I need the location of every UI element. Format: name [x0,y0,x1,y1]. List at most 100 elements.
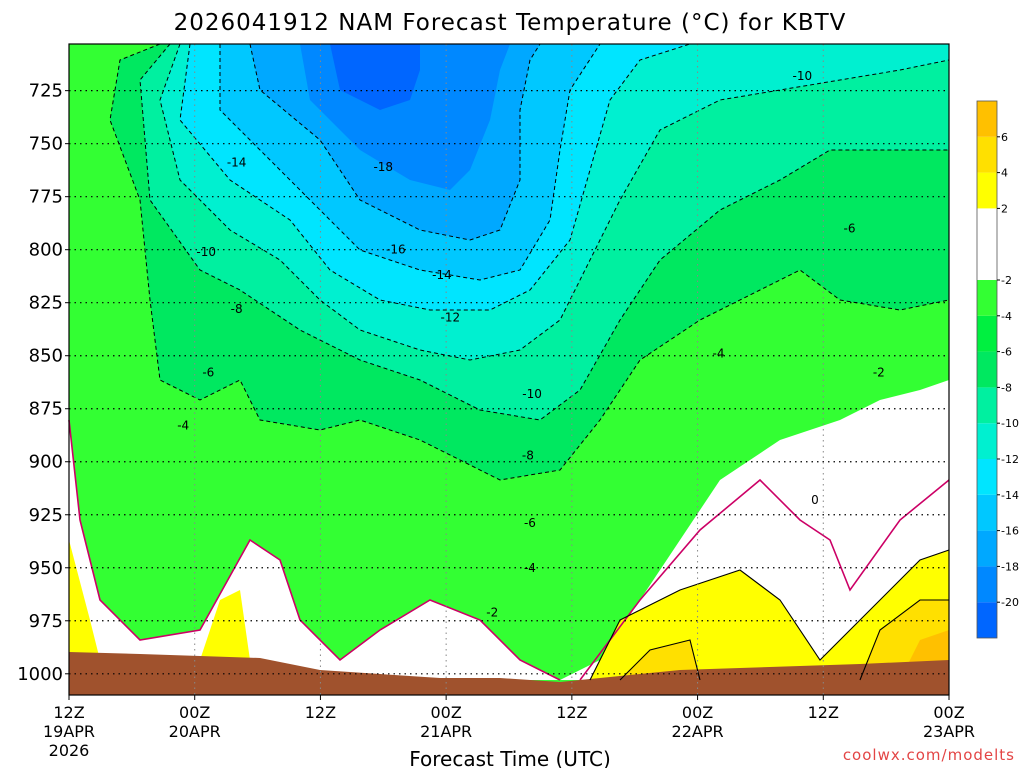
y-tick-label: 825 [29,293,63,314]
y-tick-label: 850 [29,346,63,367]
contour-label: -10 [793,69,813,83]
band-plus-2b [200,590,250,660]
x-tick-time: 00Z [682,703,713,722]
contour-label: -10 [196,245,216,259]
colorbar-tick-label: 4 [1001,167,1008,180]
y-tick-label: 875 [29,399,63,420]
colorbar-swatch [977,530,997,567]
solid-contours [589,549,950,681]
contour-minus-14 [179,43,691,311]
contour-label: -18 [373,160,393,174]
x-tick-time: 12Z [556,703,587,722]
colorbar: -20 -18 -16 -14 -12 -10 -8 -6 -4 -2 2 4 6 [976,100,1019,639]
x-tick-time: 00Z [933,703,964,722]
colorbar-tick-label: -8 [1001,381,1012,394]
plot-area [68,43,950,695]
plot-frame [68,43,950,696]
colorbar-tick-label: -14 [1001,489,1019,502]
colorbar-swatch [977,351,997,388]
y-tick-label: 975 [29,611,63,632]
colorbar-frame [976,100,998,639]
colorbar-swatch [977,172,997,209]
colorbar-tick-label: -18 [1001,560,1019,573]
contour-label: -2 [873,366,885,380]
grid-lines [69,44,949,695]
contour-label: -8 [522,448,534,462]
band-minus-22 [330,44,420,110]
contour-label: -2 [486,605,498,619]
contour-plus-4b [859,599,949,681]
contour-label: -8 [231,302,243,316]
x-tick-year: 2026 [49,741,90,760]
colorbar-swatch [977,208,997,280]
colorbar-swatch [977,494,997,531]
colorbar-swatch [977,602,997,638]
ground [69,652,949,695]
y-tick-label: 750 [29,134,63,155]
dashed-contours [109,43,950,481]
contour-label: -10 [522,387,542,401]
contour-label: -6 [524,516,536,530]
colorbar-tick-label: -20 [1001,596,1019,609]
contour-plus-4 [619,639,701,681]
x-tick-time: 12Z [53,703,84,722]
contour-label: -14 [432,268,452,282]
x-tick-date: 22APR [672,722,724,741]
x-tick-date: 20APR [169,722,221,741]
chart-title: 2026041912 NAM Forecast Temperature (°C)… [174,10,847,36]
contour-minus-10 [139,43,949,421]
contour-label: -12 [441,311,461,325]
colorbar-swatch [977,566,997,603]
contour-minus-16 [219,43,601,281]
contour-minus-12 [159,43,950,361]
colorbar-tick-label: 6 [1001,131,1008,144]
contour-label: -4 [524,561,536,575]
credit-link[interactable]: coolwx.com/modelts [843,746,1015,764]
x-tick-time: 12Z [808,703,839,722]
colorbar-swatch [977,315,997,352]
y-tick-label: 725 [29,81,63,102]
x-tick-time: 12Z [305,703,336,722]
contour-label: -4 [177,419,189,433]
colorbar-swatch [977,280,997,316]
contour-labels: -10 -14 -18 -6 -10 -16 -14 -8 -12 -4 -6 -2 -10 -4 -8 0 -… [177,69,885,619]
contour-label: -4 [713,347,725,361]
y-tick-label: 1000 [17,664,63,685]
colorbar-tick-label: -2 [1001,274,1012,287]
x-tick-time: 00Z [179,703,210,722]
contour-minus-18 [249,43,541,241]
colorbar-tick-label: -12 [1001,453,1019,466]
x-axis-label: Forecast Time (UTC) [409,747,611,768]
band-plus-2 [69,540,100,660]
y-tick-label: 775 [29,187,63,208]
x-tick-date: 19APR [43,722,95,741]
x-tick-date: 23APR [923,722,975,741]
freezing-line [68,419,950,681]
colorbar-swatch [977,101,997,137]
colorbar-tick-label: -4 [1001,310,1012,323]
x-tick-time: 00Z [430,703,461,722]
colorbar-tick-label: 2 [1001,202,1008,215]
contour-label: -14 [227,156,247,170]
colorbar-swatch [977,423,997,459]
colorbar-swatch [977,387,997,424]
y-tick-label: 950 [29,558,63,579]
contour-label: -16 [386,243,406,257]
colorbar-tick-label: -10 [1001,417,1019,430]
contour-label: -6 [843,221,855,235]
colorbar-swatch [977,459,997,495]
contour-plus-2 [589,549,950,681]
contour-label: -6 [202,366,214,380]
y-tick-label: 800 [29,240,63,261]
y-tick-label: 900 [29,452,63,473]
colorbar-tick-label: -6 [1001,346,1012,359]
contour-minus-8 [109,43,950,481]
x-tick-date: 21APR [420,722,472,741]
colorbar-tick-label: -16 [1001,525,1019,538]
y-axis: 725 750 775 800 825 850 875 900 925 950 975 1000 [17,81,69,685]
y-tick-label: 925 [29,505,63,526]
colorbar-swatch [977,136,997,173]
contour-label: 0 [811,493,819,507]
